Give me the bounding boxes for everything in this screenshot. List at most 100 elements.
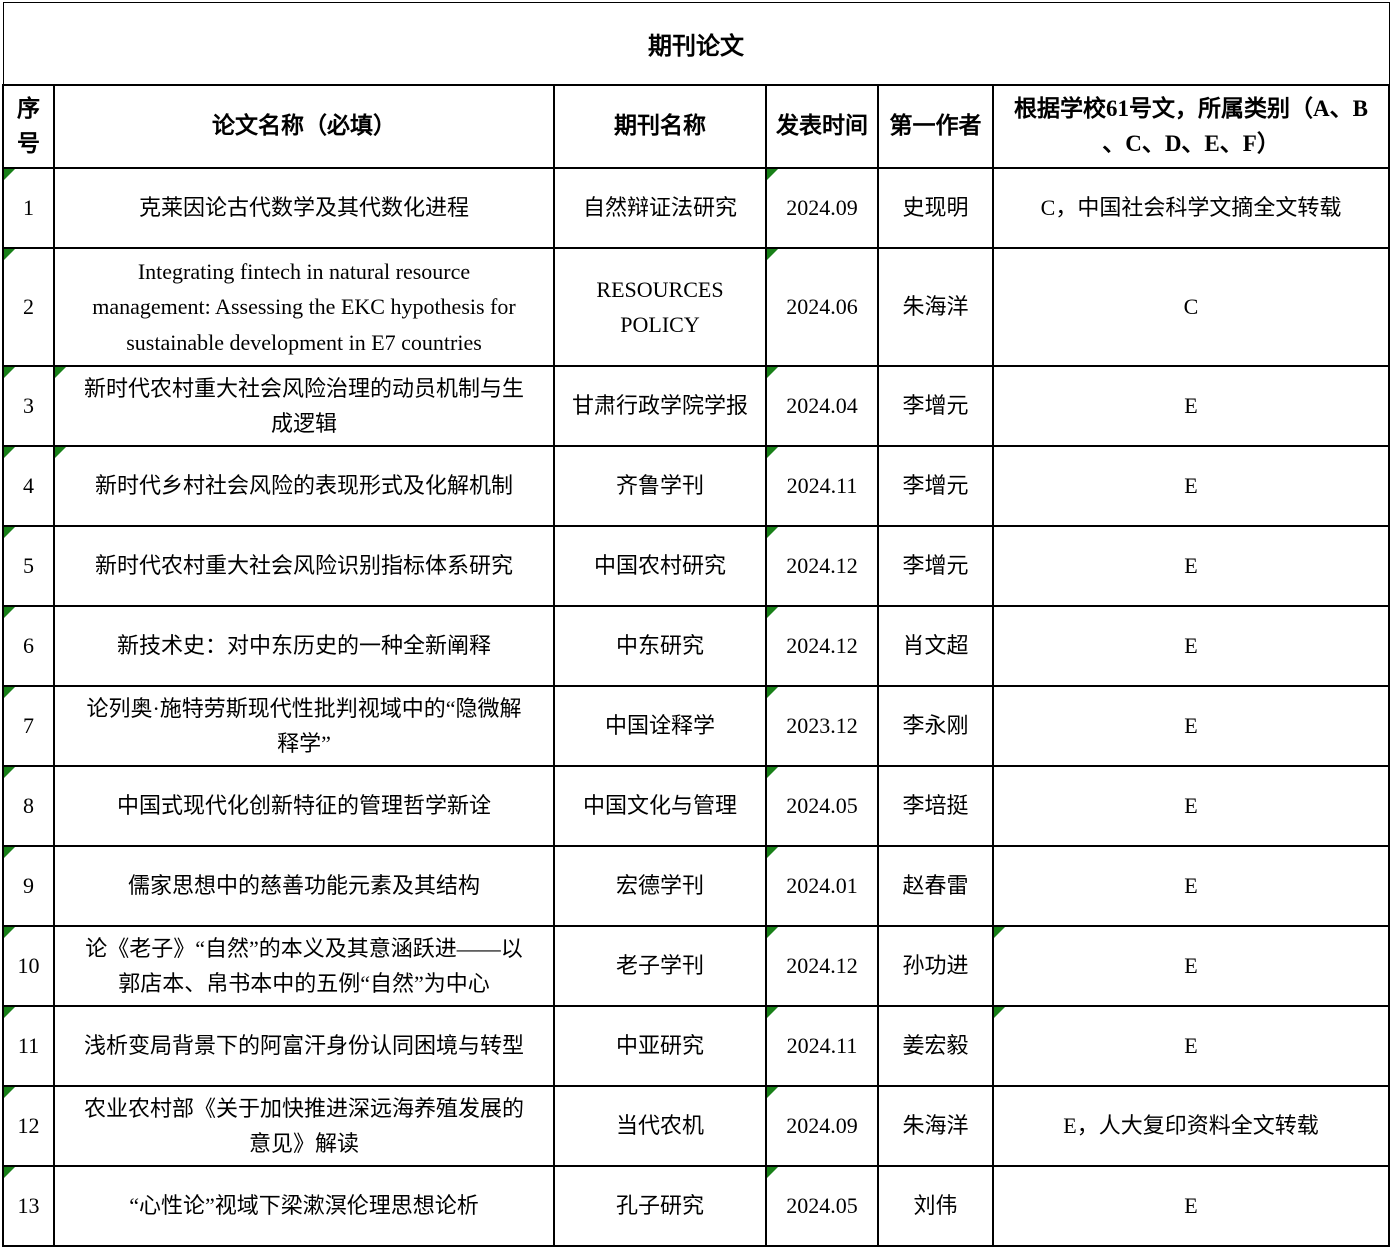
cell-no[interactable]: 13 [2, 1165, 55, 1247]
cell-paper[interactable]: 儒家思想中的慈善功能元素及其结构 [53, 845, 555, 927]
cell-author[interactable]: 李永刚 [877, 685, 994, 767]
cell-author[interactable]: 刘伟 [877, 1165, 994, 1247]
cell-no[interactable]: 1 [2, 167, 55, 249]
cell-paper[interactable]: Integrating fintech in natural resource … [53, 247, 555, 367]
cell-category[interactable]: E [991, 365, 1390, 447]
cell-journal[interactable]: 老子学刊 [553, 925, 767, 1007]
cell-no[interactable]: 6 [2, 605, 55, 687]
cell-paper[interactable]: 新时代乡村社会风险的表现形式及化解机制 [53, 445, 555, 527]
sheet-title-cell[interactable]: 期刊论文 [2, 2, 1390, 86]
cell-author[interactable]: 李增元 [877, 445, 994, 527]
cell-date[interactable]: 2024.04 [765, 365, 879, 447]
cell-date[interactable]: 2024.11 [765, 445, 879, 527]
cell-author[interactable]: 朱海洋 [877, 247, 994, 367]
cell-date[interactable]: 2023.12 [765, 685, 879, 767]
cell-journal[interactable]: 中国诠释学 [553, 685, 767, 767]
cell-category[interactable]: E [991, 525, 1390, 607]
cell-category[interactable]: C，中国社会科学文摘全文转载 [991, 167, 1390, 249]
page-title: 期刊论文 [648, 34, 745, 60]
cell-category[interactable]: E [991, 925, 1390, 1007]
cell-no[interactable]: 5 [2, 525, 55, 607]
cell-corner-flag-icon [4, 249, 15, 260]
cell-no[interactable]: 9 [2, 845, 55, 927]
cell-paper[interactable]: 论列奥·施特劳斯现代性批判视域中的“隐微解 释学” [53, 685, 555, 767]
cell-corner-flag-icon [767, 687, 778, 698]
cell-journal[interactable]: 甘肃行政学院学报 [553, 365, 767, 447]
cell-date[interactable]: 2024.06 [765, 247, 879, 367]
cell-author[interactable]: 肖文超 [877, 605, 994, 687]
cell-corner-flag-icon [767, 1087, 778, 1098]
cell-category[interactable]: E [991, 1165, 1390, 1247]
cell-category[interactable]: E，人大复印资料全文转载 [991, 1085, 1390, 1167]
cell-date[interactable]: 2024.12 [765, 925, 879, 1007]
cell-corner-flag-icon [4, 927, 15, 938]
cell-paper[interactable]: 浅析变局背景下的阿富汗身份认同困境与转型 [53, 1005, 555, 1087]
header-paper[interactable]: 论文名称（必填） [53, 84, 555, 169]
cell-no[interactable]: 10 [2, 925, 55, 1007]
cell-author[interactable]: 李培挺 [877, 765, 994, 847]
header-journal[interactable]: 期刊名称 [553, 84, 767, 169]
cell-corner-flag-icon [767, 169, 778, 180]
cell-date[interactable]: 2024.05 [765, 1165, 879, 1247]
cell-paper[interactable]: 论《老子》“自然”的本义及其意涵跃进——以 郭店本、帛书本中的五例“自然”为中心 [53, 925, 555, 1007]
cell-journal[interactable]: 中东研究 [553, 605, 767, 687]
cell-category[interactable]: E [991, 445, 1390, 527]
header-category[interactable]: 根据学校61号文，所属类别（A、B 、C、D、E、F） [991, 84, 1390, 169]
cell-no[interactable]: 11 [2, 1005, 55, 1087]
cell-paper[interactable]: 克莱因论古代数学及其代数化进程 [53, 167, 555, 249]
cell-author[interactable]: 史现明 [877, 167, 994, 249]
cell-journal[interactable]: 自然辩证法研究 [553, 167, 767, 249]
cell-paper[interactable]: 新技术史：对中东历史的一种全新阐释 [53, 605, 555, 687]
cell-journal[interactable]: 孔子研究 [553, 1165, 767, 1247]
cell-date[interactable]: 2024.05 [765, 765, 879, 847]
table-row: 13 “心性论”视域下梁漱溟伦理思想论析 孔子研究 2024.05 刘伟 E [2, 1165, 1390, 1247]
header-date[interactable]: 发表时间 [765, 84, 879, 169]
cell-journal[interactable]: RESOURCES POLICY [553, 247, 767, 367]
cell-journal[interactable]: 中国文化与管理 [553, 765, 767, 847]
cell-journal[interactable]: 中亚研究 [553, 1005, 767, 1087]
table-row: 10 论《老子》“自然”的本义及其意涵跃进——以 郭店本、帛书本中的五例“自然”… [2, 925, 1390, 1007]
cell-date[interactable]: 2024.12 [765, 605, 879, 687]
cell-date[interactable]: 2024.09 [765, 1085, 879, 1167]
table-row: 6 新技术史：对中东历史的一种全新阐释 中东研究 2024.12 肖文超 E [2, 605, 1390, 687]
cell-no[interactable]: 2 [2, 247, 55, 367]
cell-corner-flag-icon [767, 767, 778, 778]
header-no[interactable]: 序号 [2, 84, 55, 169]
cell-no[interactable]: 4 [2, 445, 55, 527]
cell-paper[interactable]: 中国式现代化创新特征的管理哲学新诠 [53, 765, 555, 847]
cell-no[interactable]: 3 [2, 365, 55, 447]
cell-journal[interactable]: 宏德学刊 [553, 845, 767, 927]
cell-author[interactable]: 朱海洋 [877, 1085, 994, 1167]
cell-corner-flag-icon [767, 927, 778, 938]
cell-paper[interactable]: 新时代农村重大社会风险识别指标体系研究 [53, 525, 555, 607]
cell-category[interactable]: E [991, 605, 1390, 687]
cell-corner-flag-icon [55, 367, 66, 378]
cell-category[interactable]: E [991, 685, 1390, 767]
cell-paper[interactable]: 新时代农村重大社会风险治理的动员机制与生 成逻辑 [53, 365, 555, 447]
cell-author[interactable]: 李增元 [877, 365, 994, 447]
cell-journal[interactable]: 当代农机 [553, 1085, 767, 1167]
cell-no[interactable]: 12 [2, 1085, 55, 1167]
cell-author[interactable]: 孙功进 [877, 925, 994, 1007]
cell-category[interactable]: C [991, 247, 1390, 367]
cell-category[interactable]: E [991, 765, 1390, 847]
cell-corner-flag-icon [4, 1007, 15, 1018]
cell-no[interactable]: 8 [2, 765, 55, 847]
cell-corner-flag-icon [4, 607, 15, 618]
cell-date[interactable]: 2024.01 [765, 845, 879, 927]
cell-category[interactable]: E [991, 1005, 1390, 1087]
cell-journal[interactable]: 齐鲁学刊 [553, 445, 767, 527]
cell-date[interactable]: 2024.12 [765, 525, 879, 607]
cell-author[interactable]: 李增元 [877, 525, 994, 607]
cell-author[interactable]: 姜宏毅 [877, 1005, 994, 1087]
cell-journal[interactable]: 中国农村研究 [553, 525, 767, 607]
cell-paper[interactable]: “心性论”视域下梁漱溟伦理思想论析 [53, 1165, 555, 1247]
header-author[interactable]: 第一作者 [877, 84, 994, 169]
cell-category[interactable]: E [991, 845, 1390, 927]
cell-paper[interactable]: 农业农村部《关于加快推进深远海养殖发展的 意见》解读 [53, 1085, 555, 1167]
cell-author[interactable]: 赵春雷 [877, 845, 994, 927]
cell-no[interactable]: 7 [2, 685, 55, 767]
cell-date[interactable]: 2024.11 [765, 1005, 879, 1087]
cell-date[interactable]: 2024.09 [765, 167, 879, 249]
cell-corner-flag-icon [767, 1007, 778, 1018]
